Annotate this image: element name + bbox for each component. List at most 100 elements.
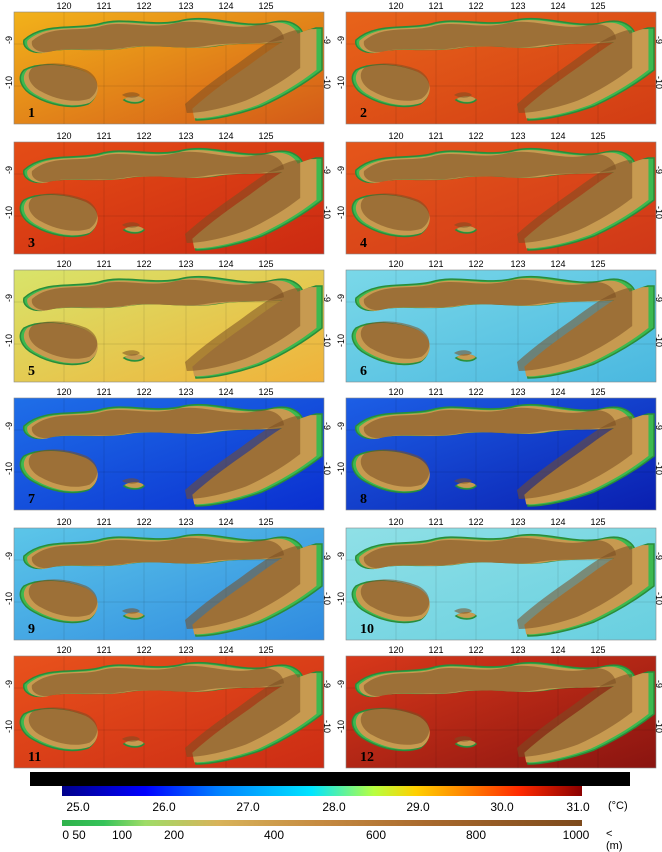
longitude-label: 124 [550, 259, 566, 269]
elev-tick: 800 [465, 828, 487, 842]
latitude-label: -9 [654, 552, 662, 561]
latitude-label: -9 [4, 680, 14, 689]
island-timor-highland [517, 30, 633, 114]
temp-tick: 25.0 [66, 800, 90, 814]
island-sumba-highland [360, 707, 430, 745]
latitude-ticks-right: -9 -10 [654, 272, 662, 382]
longitude-label: 123 [510, 517, 526, 527]
temp-tick: 28.0 [322, 800, 346, 814]
latitude-label: -10 [336, 76, 346, 90]
island-sumba-highland [28, 707, 98, 745]
longitude-label: 123 [178, 645, 194, 655]
latitude-label: -9 [336, 36, 346, 45]
longitude-ticks: 120 121 122 123 124 125 [336, 386, 662, 400]
longitude-ticks: 120 121 122 123 124 125 [4, 0, 334, 14]
latitude-label: -10 [336, 462, 346, 476]
longitude-label: 122 [468, 387, 484, 397]
latitude-label: -9 [654, 166, 662, 175]
longitude-label: 120 [388, 517, 404, 527]
latitude-ticks-left: -9 -10 [4, 658, 16, 768]
sst-map-panel: 120 121 122 123 124 125 -9 -10 -9 -10 6 [336, 258, 662, 386]
latitude-label: -9 [336, 680, 346, 689]
panel-number: 9 [28, 622, 35, 637]
latitude-ticks-left: -9 -10 [336, 530, 348, 640]
latitude-label: -9 [654, 294, 662, 303]
latitude-label: -10 [654, 462, 662, 476]
longitude-label: 124 [218, 387, 234, 397]
latitude-label: -10 [654, 206, 662, 220]
longitude-label: 125 [258, 387, 274, 397]
latitude-ticks-right: -9 -10 [322, 144, 334, 254]
longitude-label: 120 [388, 259, 404, 269]
longitude-label: 120 [388, 1, 404, 11]
latitude-ticks-right: -9 -10 [654, 14, 662, 124]
longitude-label: 120 [388, 131, 404, 141]
sst-map [345, 269, 657, 383]
latitude-label: -9 [4, 422, 14, 431]
longitude-label: 122 [468, 645, 484, 655]
longitude-label: 123 [510, 259, 526, 269]
island-flores-highland [363, 279, 616, 311]
longitude-label: 124 [550, 517, 566, 527]
island-sumba-highland [360, 321, 430, 359]
latitude-ticks-left: -9 -10 [336, 144, 348, 254]
longitude-label: 125 [590, 259, 606, 269]
longitude-label: 125 [590, 517, 606, 527]
latitude-ticks-right: -9 -10 [654, 400, 662, 510]
latitude-label: -10 [322, 462, 332, 476]
longitude-label: 124 [218, 131, 234, 141]
island-small-highland [454, 736, 472, 742]
latitude-label: -10 [322, 720, 332, 734]
latitude-ticks-left: -9 -10 [4, 272, 16, 382]
island-flores-highland [363, 665, 616, 697]
longitude-label: 123 [510, 1, 526, 11]
island-flores-highland [31, 665, 284, 697]
longitude-label: 122 [468, 1, 484, 11]
longitude-label: 124 [218, 259, 234, 269]
longitude-label: 125 [590, 645, 606, 655]
temperature-unit: (°C) [608, 800, 628, 812]
latitude-label: -9 [322, 552, 332, 561]
legend: 25.0 26.0 27.0 28.0 29.0 30.0 31.0 (°C) … [30, 772, 630, 852]
temp-tick: 29.0 [406, 800, 430, 814]
longitude-ticks: 120 121 122 123 124 125 [336, 516, 662, 530]
latitude-label: -9 [336, 552, 346, 561]
island-sumba-highland [28, 321, 98, 359]
longitude-label: 122 [136, 645, 152, 655]
sst-map [13, 269, 325, 383]
latitude-label: -10 [336, 206, 346, 220]
island-small-highland [454, 608, 472, 614]
island-small-highland [122, 736, 140, 742]
sst-map [13, 397, 325, 511]
latitude-label: -10 [322, 206, 332, 220]
island-sumba-highland [28, 193, 98, 231]
longitude-label: 123 [178, 517, 194, 527]
longitude-label: 122 [136, 131, 152, 141]
longitude-label: 122 [136, 259, 152, 269]
latitude-label: -10 [336, 592, 346, 606]
island-small-highland [122, 222, 140, 228]
longitude-label: 121 [96, 131, 112, 141]
panel-number: 2 [360, 106, 367, 121]
longitude-label: 123 [178, 1, 194, 11]
latitude-ticks-right: -9 -10 [654, 658, 662, 768]
latitude-label: -9 [336, 294, 346, 303]
longitude-ticks: 120 121 122 123 124 125 [336, 644, 662, 658]
longitude-label: 121 [428, 387, 444, 397]
island-sumba-highland [28, 579, 98, 617]
longitude-label: 120 [56, 259, 72, 269]
longitude-label: 121 [428, 1, 444, 11]
latitude-label: -10 [654, 334, 662, 348]
latitude-label: -10 [4, 334, 14, 348]
longitude-label: 125 [590, 131, 606, 141]
sst-map [13, 655, 325, 769]
elevation-unit: < (m) [606, 828, 623, 852]
longitude-label: 121 [96, 1, 112, 11]
island-small-highland [454, 222, 472, 228]
latitude-label: -9 [4, 294, 14, 303]
longitude-label: 121 [96, 259, 112, 269]
island-timor-highland [517, 288, 633, 371]
island-small-highland [122, 478, 140, 484]
sst-map-panel: 120 121 122 123 124 125 -9 -10 -9 -10 11 [4, 644, 334, 772]
island-timor-highland [185, 30, 301, 114]
